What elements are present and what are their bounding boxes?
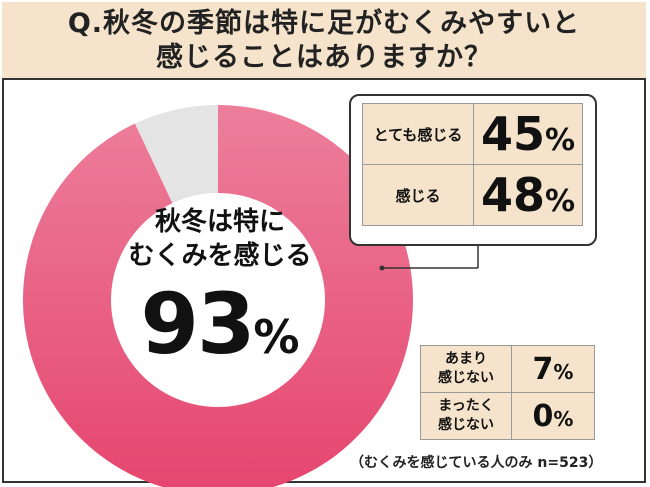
- row-label-rarely: あまり 感じない: [420, 345, 512, 393]
- row-label-never: まったく 感じない: [420, 392, 512, 440]
- value-number: 48: [480, 168, 545, 222]
- row-value-never: 0%: [511, 392, 595, 440]
- value-number: 45: [480, 107, 545, 161]
- donut-segment-not-feel: [134, 105, 218, 204]
- title-line-1: Q.秋冬の季節は特に足がむくみやすいと: [67, 8, 581, 39]
- value-unit: %: [544, 123, 576, 158]
- label-part: あまり: [445, 351, 487, 367]
- value-number: 7: [532, 351, 554, 387]
- table-row: まったく感じない 0%: [420, 392, 595, 440]
- table-row: あまり感じない 7%: [420, 345, 595, 393]
- table-row: とても感じる 45%: [362, 103, 583, 165]
- value-unit: %: [553, 406, 574, 431]
- callout-connector-dot: [379, 265, 385, 271]
- row-value-rarely: 7%: [511, 345, 595, 393]
- label-part: まったく: [438, 398, 494, 414]
- value-unit: %: [544, 184, 576, 219]
- label-part: 感じない: [438, 417, 494, 433]
- center-value-unit: %: [253, 310, 300, 364]
- title-line-2: 感じることはありますか？: [156, 42, 492, 73]
- row-label-feel: 感じる: [362, 164, 474, 226]
- row-label-very: とても感じる: [362, 103, 474, 165]
- center-value-number: 93: [140, 275, 256, 373]
- center-label-line-1: 秋冬は特に: [154, 207, 285, 237]
- table-row: 感じる 48%: [362, 164, 583, 226]
- sample-note: （むくみを感じている人のみ n=523）: [350, 455, 603, 471]
- value-unit: %: [553, 359, 574, 384]
- title-box: Q.秋冬の季節は特に足がむくみやすいと 感じることはありますか？: [2, 2, 646, 80]
- row-value-feel: 48%: [473, 164, 583, 226]
- feel-table: とても感じる 45% 感じる 48%: [362, 103, 583, 226]
- donut-segment-feel: [23, 105, 413, 487]
- label-part: 感じない: [438, 370, 494, 386]
- center-label: 秋冬は特に むくみを感じる 93%: [115, 205, 325, 382]
- value-number: 0: [532, 398, 554, 434]
- center-value: 93%: [115, 279, 325, 382]
- not-feel-table: あまり 感じない 7% まったく 感じない 0%: [420, 345, 595, 440]
- row-value-very: 45%: [473, 103, 583, 165]
- center-label-line-2: むくみを感じる: [128, 241, 312, 271]
